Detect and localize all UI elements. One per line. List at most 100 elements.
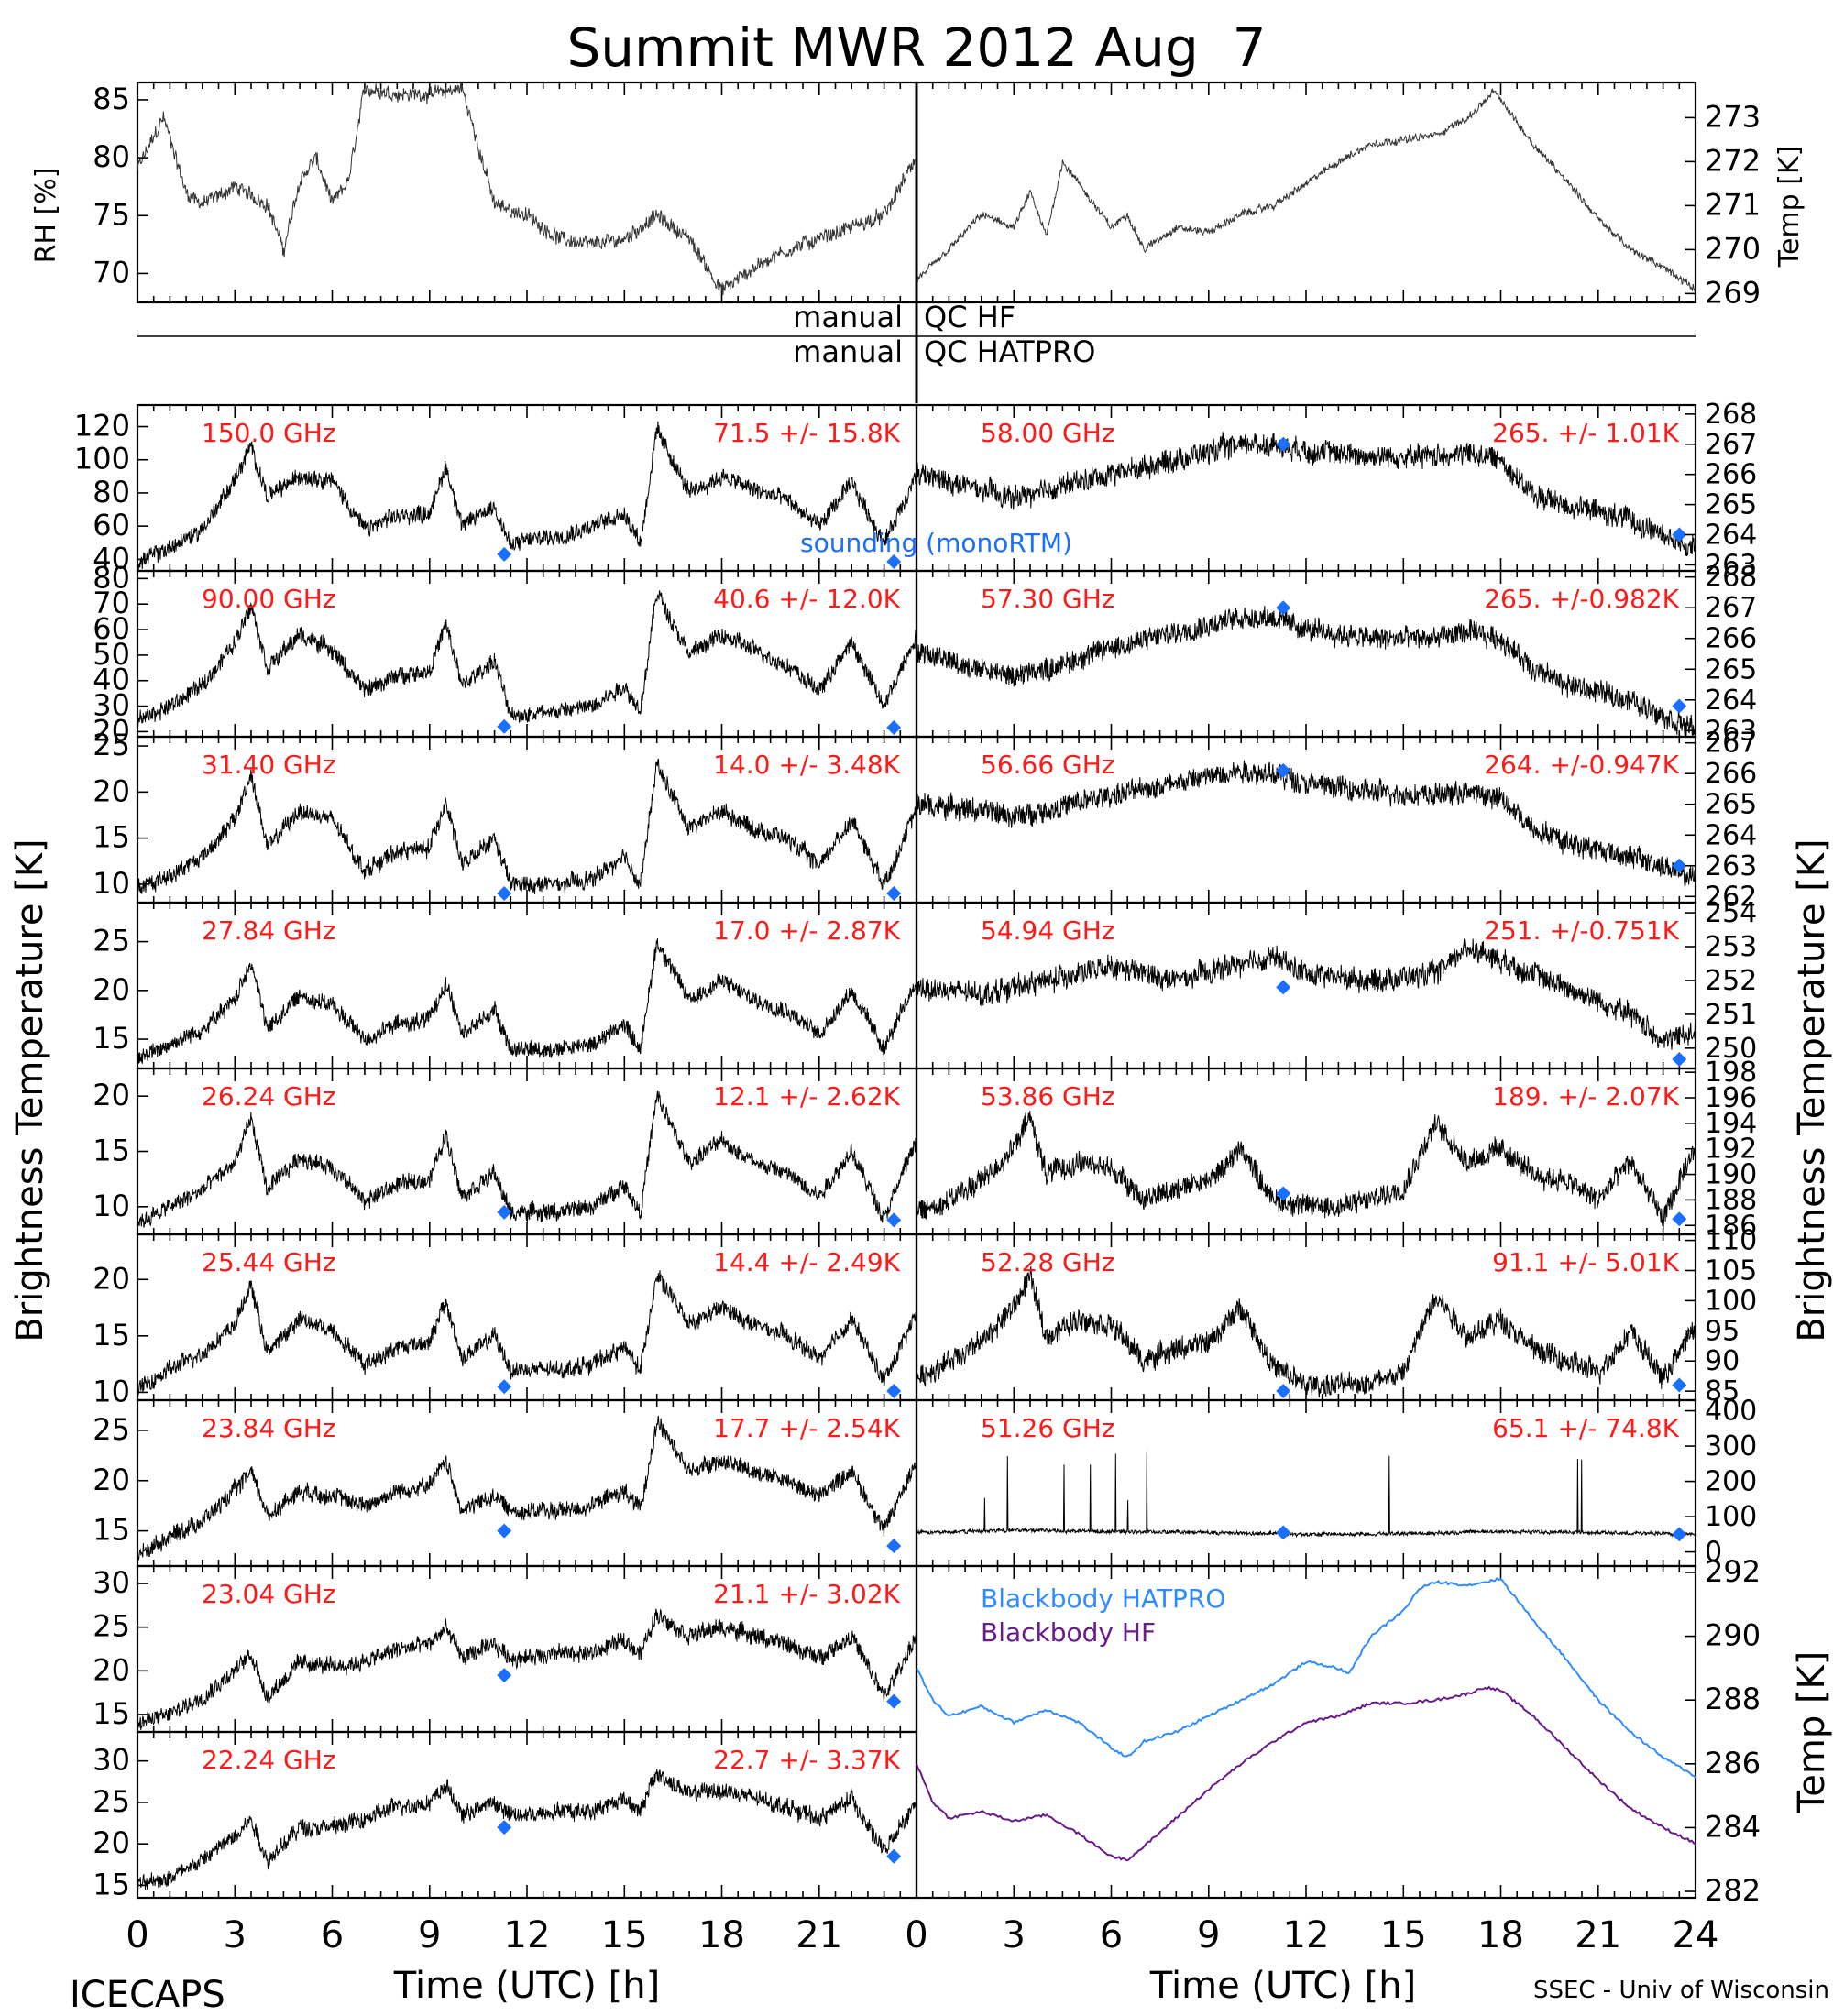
right-panel-52-28-ghz-ytick-label-2: 95: [1705, 1315, 1740, 1347]
left-panel-23-84-ghz-ytick-label-2: 25: [93, 1412, 130, 1447]
left-panel-23-84-ghz-y-ticks: 15 20 25: [93, 1412, 148, 1548]
left-panel-27-84-ghz-ytick-label-2: 25: [93, 924, 130, 959]
qc-hf-right: QC HF: [924, 300, 1015, 334]
right-panel-53-86-ghz-ytick-label-4: 194: [1705, 1108, 1757, 1140]
right-panel-56-66-ghz-freq-label: 56.66 GHz: [981, 750, 1115, 780]
rh-panel-frame: [136, 81, 918, 304]
right-panel-52-28-ghz-stats-label: 91.1 +/- 5.01K: [1492, 1247, 1679, 1277]
blackbody-panel-y-ticks: 282 284 286 288 290 292: [1685, 1554, 1761, 1908]
left-panel-31-40-ghz-sounding-point-0: [497, 885, 512, 901]
right-panel-58-00-ghz-trace: [916, 432, 1696, 557]
right-panel-58-00-ghz-freq-label: 58.00 GHz: [981, 418, 1115, 448]
right-panel-54-94-ghz-ytick-label-0: 250: [1705, 1033, 1757, 1065]
left-panel-31-40-ghz-stats-label: 14.0 +/- 3.48K: [713, 750, 900, 780]
left-panel-90-00-ghz-freq-label: 90.00 GHz: [202, 584, 336, 614]
left-panel-90-00-ghz-ytick-label-0: 20: [93, 713, 130, 748]
right-panel-51-26-ghz-freq-label: 51.26 GHz: [981, 1413, 1115, 1443]
right-panel-52-28-ghz-freq-label: 52.28 GHz: [981, 1247, 1115, 1277]
temp-panel-ytick-label-0: 269: [1705, 275, 1761, 310]
left-panel-90-00-ghz-x-ticks: [137, 571, 917, 737]
right-panel-58-00-ghz-sounding-point-0: [1276, 436, 1291, 452]
left-panel-27-84-ghz-ytick-label-0: 15: [93, 1021, 130, 1056]
right-panel-56-66-ghz-ytick-label-2: 264: [1705, 819, 1757, 851]
right-panel-53-86-ghz-ytick-label-3: 192: [1705, 1134, 1757, 1166]
right-panel-56-66-ghz-minor-ticks: [916, 737, 1696, 903]
right-panel-54-94-ghz-trace: [916, 938, 1696, 1050]
x-tick-right-15: 15: [1380, 1914, 1427, 1956]
left-panel-31-40-ghz-ytick-label-0: 10: [93, 866, 130, 901]
right-panel-52-28-ghz-trace: [916, 1266, 1696, 1398]
sounding-legend: sounding (monoRTM): [800, 528, 1072, 558]
left-panel-150-0-ghz-stats-label: 71.5 +/- 15.8K: [713, 418, 900, 448]
temp-panel-minor-ticks: [916, 82, 1696, 302]
left-panel-22-24-ghz-stats-label: 22.7 +/- 3.37K: [713, 1745, 900, 1775]
left-panel-90-00-ghz-ytick-label-4: 60: [93, 611, 130, 646]
left-bt-axis-label: Brightness Temperature [K]: [9, 838, 51, 1342]
right-panel-51-26-ghz-ytick-label-0: 0: [1705, 1537, 1722, 1569]
right-panel-57-30-ghz-sounding-point-1: [1672, 698, 1687, 714]
x-tick-left-6: 6: [321, 1914, 344, 1956]
left-panel-22-24-ghz-freq-label: 22.24 GHz: [202, 1745, 336, 1775]
temp-panel-ytick-label-4: 273: [1705, 99, 1761, 134]
x-tick-left-21: 21: [796, 1914, 842, 1956]
footer-left: ICECAPS: [70, 1974, 225, 2016]
left-panel-150-0-ghz-sounding-point-1: [886, 554, 902, 569]
right-panel-57-30-ghz-ytick-label-4: 267: [1705, 592, 1757, 624]
blackbody-panel-ytick-label-4: 290: [1705, 1618, 1761, 1653]
left-panel-22-24-ghz-sounding-point-0: [497, 1820, 512, 1835]
left-panel-23-04-ghz-ytick-label-0: 15: [93, 1696, 130, 1731]
right-panel-56-66-ghz-x-ticks: [916, 737, 1696, 903]
left-panel-25-44-ghz-freq-label: 25.44 GHz: [202, 1247, 336, 1277]
left-panel-23-04-ghz-stats-label: 21.1 +/- 3.02K: [713, 1579, 900, 1609]
right-panel-54-94-ghz-ytick-label-2: 252: [1705, 965, 1757, 997]
temp-panel-x-ticks: [916, 82, 1696, 302]
left-panel-26-24-ghz-ytick-label-2: 20: [93, 1078, 130, 1112]
left-panel-22-24-ghz-ytick-label-2: 25: [93, 1784, 130, 1819]
rh-panel-ytick-label-3: 85: [93, 82, 130, 116]
left-panel-27-84-ghz-trace: [137, 937, 917, 1065]
left-panel-31-40-ghz-minor-ticks: [137, 737, 917, 903]
x-tick-right-3: 3: [1003, 1914, 1026, 1956]
left-panel-31-40-ghz-trace: [137, 758, 917, 894]
right-panel-58-00-ghz-ytick-label-1: 264: [1705, 520, 1757, 552]
right-panel-54-94-ghz-stats-label: 251. +/-0.751K: [1484, 915, 1679, 946]
right-panel-52-28-ghz-ytick-label-0: 85: [1705, 1375, 1740, 1408]
left-panel-90-00-ghz-ytick-label-3: 50: [93, 637, 130, 672]
right-panel-51-26-ghz-ytick-label-1: 100: [1705, 1501, 1757, 1533]
left-panel-26-24-ghz-ytick-label-0: 10: [93, 1189, 130, 1223]
temp-panel-ytick-label-3: 272: [1705, 143, 1761, 178]
left-panel-25-44-ghz-sounding-point-0: [497, 1379, 512, 1395]
right-panel-54-94-ghz-freq-label: 54.94 GHz: [981, 915, 1115, 946]
right-panel-56-66-ghz-ytick-label-0: 262: [1705, 881, 1757, 913]
right-panel-57-30-ghz-sounding-point-0: [1276, 600, 1291, 616]
right-panel-52-28-ghz-ytick-label-5: 110: [1705, 1225, 1757, 1257]
right-panel-54-94-ghz-ytick-label-4: 254: [1705, 897, 1757, 929]
right-panel-57-30-ghz-freq-label: 57.30 GHz: [981, 584, 1115, 614]
right-panel-54-94-ghz-sounding-point-1: [1672, 1052, 1687, 1067]
right-panel-53-86-ghz-ytick-label-6: 198: [1705, 1057, 1757, 1089]
left-panel-90-00-ghz-minor-ticks: [137, 571, 917, 737]
right-panel-54-94-ghz-ytick-label-1: 251: [1705, 999, 1757, 1031]
x-tick-left-3: 3: [224, 1914, 247, 1956]
legend-bb-hf: Blackbody HF: [981, 1617, 1156, 1648]
right-panel-52-28-ghz-ytick-label-3: 100: [1705, 1285, 1757, 1317]
right-panel-53-86-ghz-stats-label: 189. +/- 2.07K: [1492, 1081, 1679, 1112]
left-panel-23-84-ghz-ytick-label-1: 20: [93, 1463, 130, 1497]
left-panel-150-0-ghz-trace: [137, 421, 917, 571]
left-panel-27-84-ghz-ytick-label-1: 20: [93, 972, 130, 1007]
rh-panel-minor-ticks: [137, 82, 917, 302]
right-panel-58-00-ghz-minor-ticks: [916, 405, 1696, 571]
right-panel-51-26-ghz-ytick-label-3: 300: [1705, 1430, 1757, 1463]
x-tick-right-21: 21: [1575, 1914, 1621, 1956]
right-panel-53-86-ghz-sounding-point-1: [1672, 1211, 1687, 1227]
x-tick-left-9: 9: [418, 1914, 441, 1956]
right-panel-57-30-ghz-ytick-label-5: 268: [1705, 562, 1757, 594]
left-panel-22-24-ghz-ytick-label-3: 30: [93, 1743, 130, 1778]
x-tick-right-0: 0: [905, 1914, 927, 1956]
left-panel-23-84-ghz-minor-ticks: [137, 1400, 917, 1566]
right-panel-58-00-ghz-x-ticks: [916, 405, 1696, 571]
left-panel-31-40-ghz-ytick-label-3: 25: [93, 728, 130, 762]
